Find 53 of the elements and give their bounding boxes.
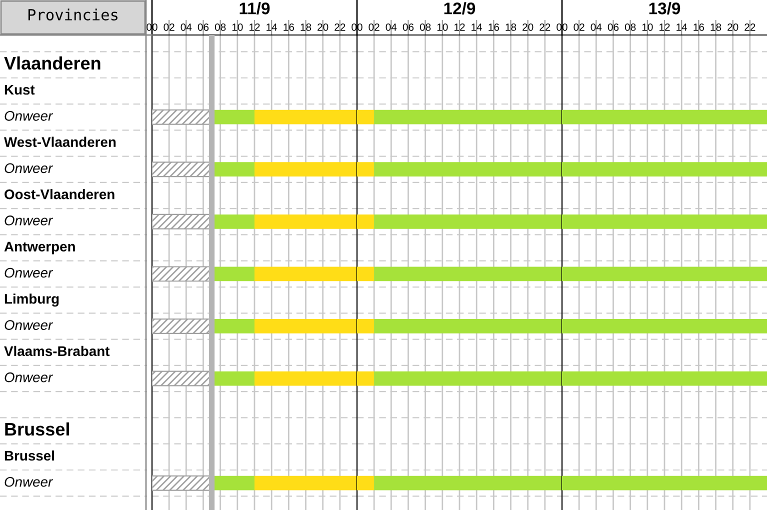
y-tick-label: Kust (4, 84, 35, 95)
x-tick-label: 18 (506, 23, 516, 31)
x-tick-label: 04 (386, 23, 397, 31)
x-tick-label: 08 (214, 23, 226, 31)
y-tick-label: Onweer (4, 110, 54, 121)
y-tick-label: Brussel (5, 422, 69, 436)
x-tick-label: 06 (402, 23, 414, 31)
y-axis-title: Provincies (28, 8, 118, 20)
x-tick-label: 16 (694, 23, 704, 31)
y-tick-label: Onweer (4, 320, 54, 330)
chart-title: 12/9 (444, 2, 476, 14)
x-tick-label: 08 (420, 23, 431, 31)
y-tick-label: Onweer (4, 372, 54, 382)
x-tick-label: 12 (454, 23, 465, 31)
x-tick-label: 22 (540, 23, 550, 31)
x-tick-label: 06 (198, 23, 209, 31)
y-tick-label: Limburg (4, 294, 59, 307)
x-tick-label: 10 (642, 23, 653, 31)
y-tick-label: Onweer (4, 268, 54, 278)
chart-title: 13/9 (649, 2, 680, 14)
x-tick-label: 18 (710, 23, 722, 31)
x-tick-label: 14 (266, 24, 278, 31)
x-tick-label: 08 (624, 23, 636, 31)
y-tick-label: West-Vlaanderen (4, 136, 116, 147)
chart-title: 11/9 (240, 2, 270, 14)
y-tick-label: Brussel (4, 450, 54, 461)
y-tick-label: Onweer (4, 216, 54, 226)
x-tick-label: 16 (284, 23, 294, 31)
y-tick-label: Vlaams-Brabant (4, 346, 110, 356)
x-tick-label: 20 (522, 23, 534, 31)
x-tick-label: 22 (334, 23, 346, 31)
x-tick-label: 20 (318, 23, 328, 31)
x-tick-label: 22 (744, 23, 756, 31)
y-tick-label: Vlaanderen (4, 56, 100, 70)
x-tick-label: 14 (472, 24, 482, 31)
x-tick-label: 14 (676, 24, 688, 31)
x-tick-label: 20 (728, 23, 738, 31)
y-tick-label: Oost-Vlaanderen (4, 189, 114, 200)
x-tick-label: 16 (488, 23, 500, 31)
x-tick-label: 18 (300, 23, 312, 31)
x-tick-label: 04 (180, 23, 192, 31)
x-tick-label: 06 (608, 23, 619, 31)
y-tick-label: Onweer (4, 163, 54, 174)
x-tick-label: 10 (437, 23, 448, 31)
x-tick-label: 02 (164, 23, 174, 31)
x-tick-label: 10 (232, 23, 243, 31)
x-tick-label: 04 (590, 23, 602, 31)
x-tick-label: 12 (250, 23, 260, 31)
x-tick-label: 02 (368, 23, 380, 31)
y-tick-label: Onweer (4, 476, 54, 487)
x-tick-label: 12 (660, 23, 670, 31)
y-tick-label: Antwerpen (4, 242, 75, 254)
x-tick-label: 02 (574, 23, 584, 31)
